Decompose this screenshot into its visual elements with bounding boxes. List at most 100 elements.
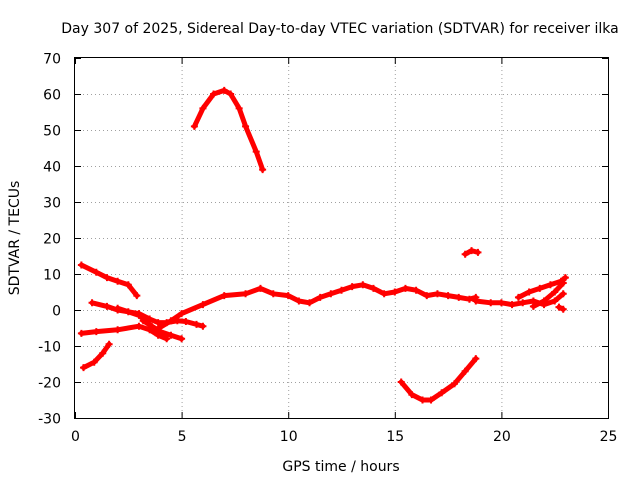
data-point	[114, 304, 122, 312]
data-point	[306, 299, 314, 307]
data-point	[77, 329, 85, 337]
data-point	[220, 86, 228, 94]
data-point	[178, 335, 186, 343]
data-point	[210, 90, 218, 98]
data-point	[369, 284, 377, 292]
data-point	[114, 326, 122, 334]
data-point	[90, 358, 98, 366]
data-series	[77, 86, 569, 404]
data-point	[199, 301, 207, 309]
series-arc-7	[191, 87, 266, 173]
series-arc-12	[530, 280, 566, 309]
data-point	[124, 281, 132, 289]
data-point	[487, 299, 495, 307]
data-point	[295, 297, 303, 305]
y-tick-label: 30	[43, 196, 61, 212]
data-point	[327, 290, 335, 298]
data-point	[472, 355, 480, 363]
data-point	[525, 288, 533, 296]
chart-title: Day 307 of 2025, Sidereal Day-to-day VTE…	[61, 21, 618, 37]
data-point	[190, 122, 198, 130]
data-point	[348, 283, 356, 291]
y-tick-label: 20	[43, 232, 61, 248]
y-tick-label: 60	[43, 88, 61, 104]
data-point	[105, 340, 113, 348]
data-point	[551, 288, 559, 296]
y-tick-label: -30	[38, 412, 61, 428]
data-point	[561, 274, 569, 282]
data-point	[444, 292, 452, 300]
y-tick-label: -10	[38, 340, 61, 356]
data-point	[235, 104, 243, 112]
data-point	[546, 281, 554, 289]
data-point	[284, 292, 292, 300]
data-point	[461, 250, 469, 258]
data-point	[380, 290, 388, 298]
axis-ticks: 0 5 10 15 20 25 -30 -20 -10 0 10 20 30 40 50 60 70	[38, 52, 617, 446]
y-tick-label: -20	[38, 376, 61, 392]
series-arc-4	[81, 341, 112, 371]
x-tick-label: 10	[280, 429, 298, 445]
data-point	[529, 302, 537, 310]
data-point	[427, 396, 435, 404]
data-point	[450, 380, 458, 388]
grid	[75, 58, 608, 418]
data-point	[397, 378, 405, 386]
data-point	[80, 364, 88, 372]
plot-frame	[74, 57, 609, 419]
data-point	[199, 104, 207, 112]
data-point	[551, 297, 559, 305]
data-point	[540, 297, 548, 305]
data-point	[559, 290, 567, 298]
data-point	[103, 302, 111, 310]
data-point	[468, 247, 476, 255]
data-point	[92, 328, 100, 336]
data-point	[135, 311, 143, 319]
data-point	[167, 331, 175, 339]
data-point	[412, 286, 420, 294]
y-tick-label: 50	[43, 124, 61, 140]
data-point	[559, 279, 567, 287]
data-point	[438, 389, 446, 397]
data-point	[193, 320, 201, 328]
data-point	[555, 303, 563, 311]
data-point	[242, 290, 250, 298]
data-point	[227, 90, 235, 98]
data-point	[419, 396, 427, 404]
data-point	[163, 335, 171, 343]
y-tick-label: 0	[52, 304, 61, 320]
data-point	[455, 293, 463, 301]
data-point	[152, 326, 160, 334]
data-point	[316, 293, 324, 301]
data-point	[154, 319, 162, 327]
data-point	[252, 148, 260, 156]
data-point	[99, 349, 107, 357]
data-point	[408, 391, 416, 399]
data-point	[92, 268, 100, 276]
y-axis-label: SDTVAR / TECUs	[7, 181, 23, 296]
y-tick-label: 70	[43, 52, 61, 68]
data-point	[519, 299, 527, 307]
data-point	[465, 295, 473, 303]
data-point	[433, 290, 441, 298]
y-tick-label: 40	[43, 160, 61, 176]
data-point	[256, 284, 264, 292]
data-point	[559, 305, 567, 313]
x-tick-label: 5	[178, 429, 187, 445]
data-point	[359, 281, 367, 289]
data-point	[461, 367, 469, 375]
data-point	[497, 299, 505, 307]
data-point	[133, 292, 141, 300]
data-point	[135, 322, 143, 330]
series-arc-1	[78, 262, 140, 299]
data-point	[474, 248, 482, 256]
data-point	[199, 322, 207, 330]
data-point	[182, 318, 190, 326]
data-point	[536, 284, 544, 292]
x-axis-label: GPS time / hours	[282, 459, 399, 475]
data-point	[269, 290, 277, 298]
data-point	[167, 317, 175, 325]
data-point	[391, 288, 399, 296]
y-tick-label: 10	[43, 268, 61, 284]
data-point	[103, 274, 111, 282]
